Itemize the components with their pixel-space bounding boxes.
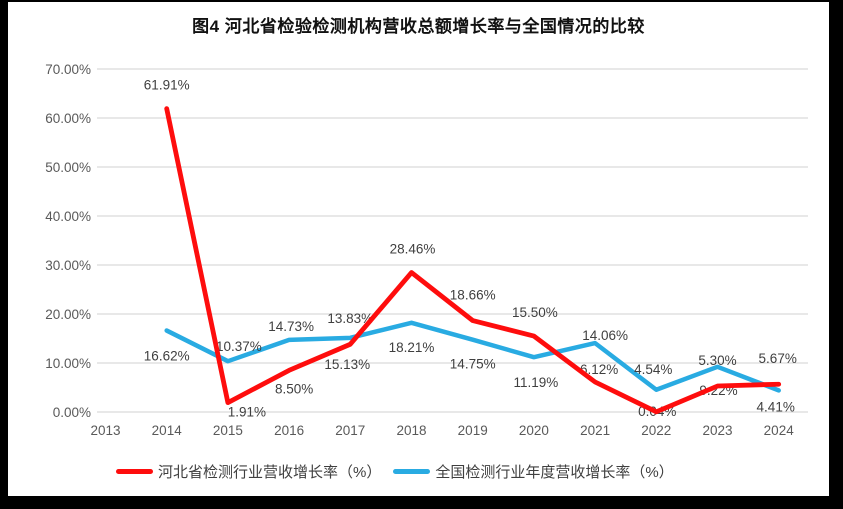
x-axis-tick-label: 2014 [152, 423, 183, 438]
x-axis-tick-label: 2018 [396, 423, 426, 438]
chart-frame: 图4 河北省检验检测机构营收总额增长率与全国情况的比较 [8, 2, 829, 496]
y-axis-tick-label: 10.00% [45, 356, 91, 371]
data-label: 14.73% [268, 319, 314, 334]
hebei-growth-line [164, 106, 782, 415]
data-label: 14.06% [582, 328, 628, 343]
legend-label-national: 全国检测行业年度营收增长率（%） [435, 463, 674, 481]
data-label: 10.37% [216, 339, 262, 354]
legend-entry-hebei: 河北省检测行业营收增长率（%） [116, 461, 381, 482]
data-label: 11.19% [514, 375, 559, 390]
data-label: 1.91% [228, 405, 266, 420]
y-axis-tick-label: 50.00% [45, 160, 91, 175]
y-axis-tick-label: 0.00% [53, 405, 91, 420]
data-label: 18.21% [389, 340, 435, 355]
data-label: 6.12% [580, 362, 618, 377]
x-axis-tick-label: 2024 [764, 423, 795, 438]
data-label: 5.67% [759, 351, 797, 366]
legend-entry-national: 全国检测行业年度营收增长率（%） [393, 461, 674, 482]
legend-swatch-national-blue-line [393, 468, 431, 474]
y-axis-tick-label: 20.00% [45, 307, 91, 322]
data-label: 8.50% [275, 381, 313, 396]
x-axis-tick-label: 2013 [90, 423, 120, 438]
chart-title: 图4 河北省检验检测机构营收总额增长率与全国情况的比较 [192, 17, 645, 36]
x-axis-tick-label: 2016 [274, 423, 304, 438]
national-growth-line [164, 320, 781, 393]
data-label: 4.54% [634, 362, 672, 377]
y-axis-tick-label: 30.00% [45, 258, 91, 273]
data-label: 16.62% [144, 349, 190, 364]
legend: 河北省检测行业营收增长率（%） 全国检测行业年度营收增长率（%） [116, 461, 674, 481]
legend-label-hebei: 河北省检测行业营收增长率（%） [158, 463, 382, 481]
x-axis-tick-label: 2017 [335, 423, 365, 438]
y-axis-tick-label: 40.00% [45, 209, 91, 224]
data-label: 13.83% [327, 311, 373, 326]
x-axis-tick-label: 2019 [458, 423, 488, 438]
data-label: 14.75% [450, 357, 496, 372]
data-label: 15.50% [512, 305, 558, 320]
y-axis-tick-label: 70.00% [45, 62, 91, 77]
x-axis-tick-label: 2020 [519, 423, 549, 438]
data-label: 28.46% [390, 242, 436, 257]
data-label: 4.41% [757, 399, 795, 414]
x-axis-tick-label: 2022 [641, 423, 671, 438]
data-label: 5.30% [698, 353, 736, 368]
legend-swatch-hebei-red-line [116, 468, 153, 474]
data-label: 18.66% [450, 288, 496, 303]
data-label: 15.13% [324, 357, 370, 372]
x-axis-tick-label: 2015 [213, 423, 243, 438]
y-axis-tick-label: 60.00% [45, 111, 91, 126]
data-label: 61.91% [144, 78, 190, 93]
x-axis-tick-label: 2021 [580, 423, 610, 438]
x-axis-tick-label: 2023 [702, 423, 732, 438]
